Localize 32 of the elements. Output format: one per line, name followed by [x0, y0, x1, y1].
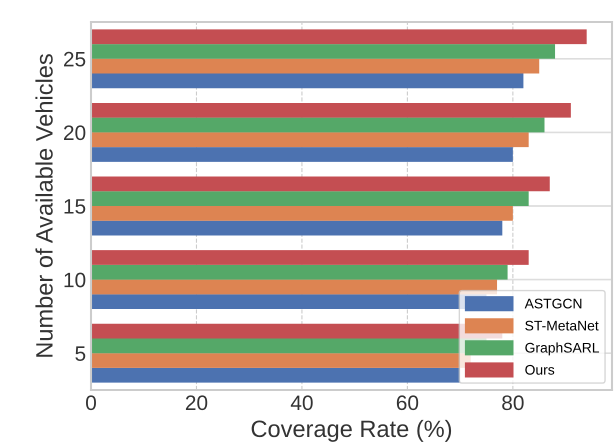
y-tick-label: 5 [75, 346, 86, 361]
bar [91, 250, 529, 265]
bar [91, 58, 540, 74]
bar [91, 118, 544, 132]
y-tick-label: 25 [64, 52, 86, 67]
y-tick-label: 15 [64, 199, 86, 214]
bar [91, 147, 513, 162]
x-tick-label: 20 [186, 395, 208, 410]
bar [91, 191, 529, 206]
x-tick-label: 80 [502, 395, 524, 410]
bar [91, 29, 587, 44]
x-tick-label: 60 [396, 395, 418, 410]
x-axis-title: Coverage Rate (%) [252, 420, 452, 442]
bar [91, 176, 550, 192]
bar [91, 280, 498, 294]
y-axis-title: Number of Available Vehicles [35, 54, 53, 357]
bar [91, 132, 529, 148]
y-tick-label: 10 [64, 272, 86, 288]
x-tick-label: 0 [86, 395, 96, 410]
y-tick-label: 20 [64, 125, 86, 140]
bar [91, 44, 556, 59]
legend-label: ASTGCN [524, 298, 582, 308]
bar [91, 102, 571, 118]
bar [91, 220, 502, 236]
bar [91, 264, 508, 280]
x-tick-label: 40 [290, 395, 313, 410]
legend-label: GraphSARL [525, 342, 600, 356]
legend-label: Ours [525, 364, 554, 375]
bar [91, 74, 524, 88]
legend-label: ST-MetaNet [525, 320, 599, 331]
bar [91, 368, 460, 383]
bar [91, 206, 513, 221]
